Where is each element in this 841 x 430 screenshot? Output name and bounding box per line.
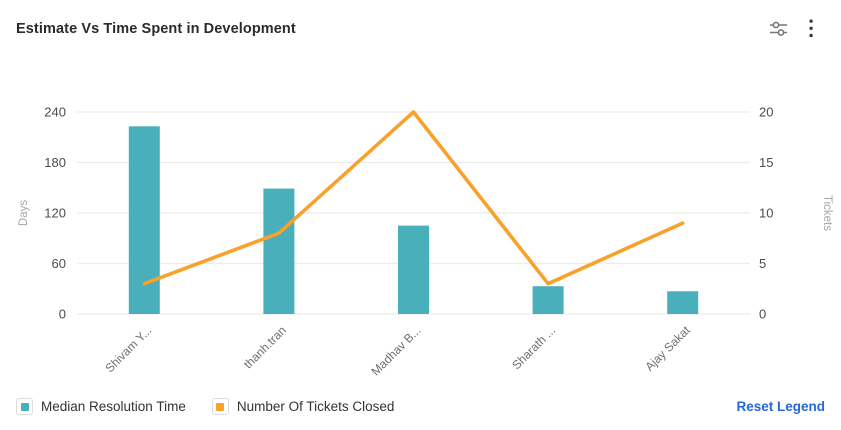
svg-text:0: 0: [759, 307, 766, 322]
legend-item-median-resolution-time[interactable]: Median Resolution Time: [16, 398, 186, 415]
filter-sliders-icon[interactable]: [768, 19, 789, 38]
svg-text:240: 240: [44, 105, 66, 120]
chart-header: Estimate Vs Time Spent in Development: [16, 18, 815, 39]
legend-item-number-of-tickets-closed[interactable]: Number Of Tickets Closed: [211, 398, 395, 415]
svg-text:Days: Days: [18, 200, 30, 226]
svg-text:thanh.tran: thanh.tran: [241, 323, 289, 371]
header-icons: [768, 18, 815, 39]
svg-text:0: 0: [59, 307, 66, 322]
svg-text:120: 120: [44, 206, 66, 221]
legend-swatch-orange-icon: [211, 398, 229, 415]
kebab-menu-icon[interactable]: [807, 18, 815, 39]
svg-text:Sharath ...: Sharath ...: [509, 323, 558, 372]
svg-text:20: 20: [759, 105, 773, 120]
legend: Median Resolution Time Number Of Tickets…: [16, 398, 825, 415]
chart-title: Estimate Vs Time Spent in Development: [16, 20, 296, 37]
svg-text:180: 180: [44, 155, 66, 170]
svg-text:60: 60: [52, 256, 66, 271]
svg-text:15: 15: [759, 155, 773, 170]
reset-legend-link[interactable]: Reset Legend: [736, 399, 825, 414]
svg-text:Tickets: Tickets: [821, 195, 833, 231]
svg-text:Ajay Sakat: Ajay Sakat: [642, 323, 693, 374]
svg-text:5: 5: [759, 256, 766, 271]
legend-label: Number Of Tickets Closed: [236, 399, 395, 414]
svg-text:Madhav B...: Madhav B...: [368, 323, 423, 378]
legend-swatch-teal-icon: [16, 398, 33, 415]
svg-text:10: 10: [759, 206, 773, 221]
svg-text:Shivam Y...: Shivam Y...: [102, 323, 154, 375]
legend-label: Median Resolution Time: [41, 399, 186, 414]
legend-items: Median Resolution Time Number Of Tickets…: [16, 398, 394, 415]
